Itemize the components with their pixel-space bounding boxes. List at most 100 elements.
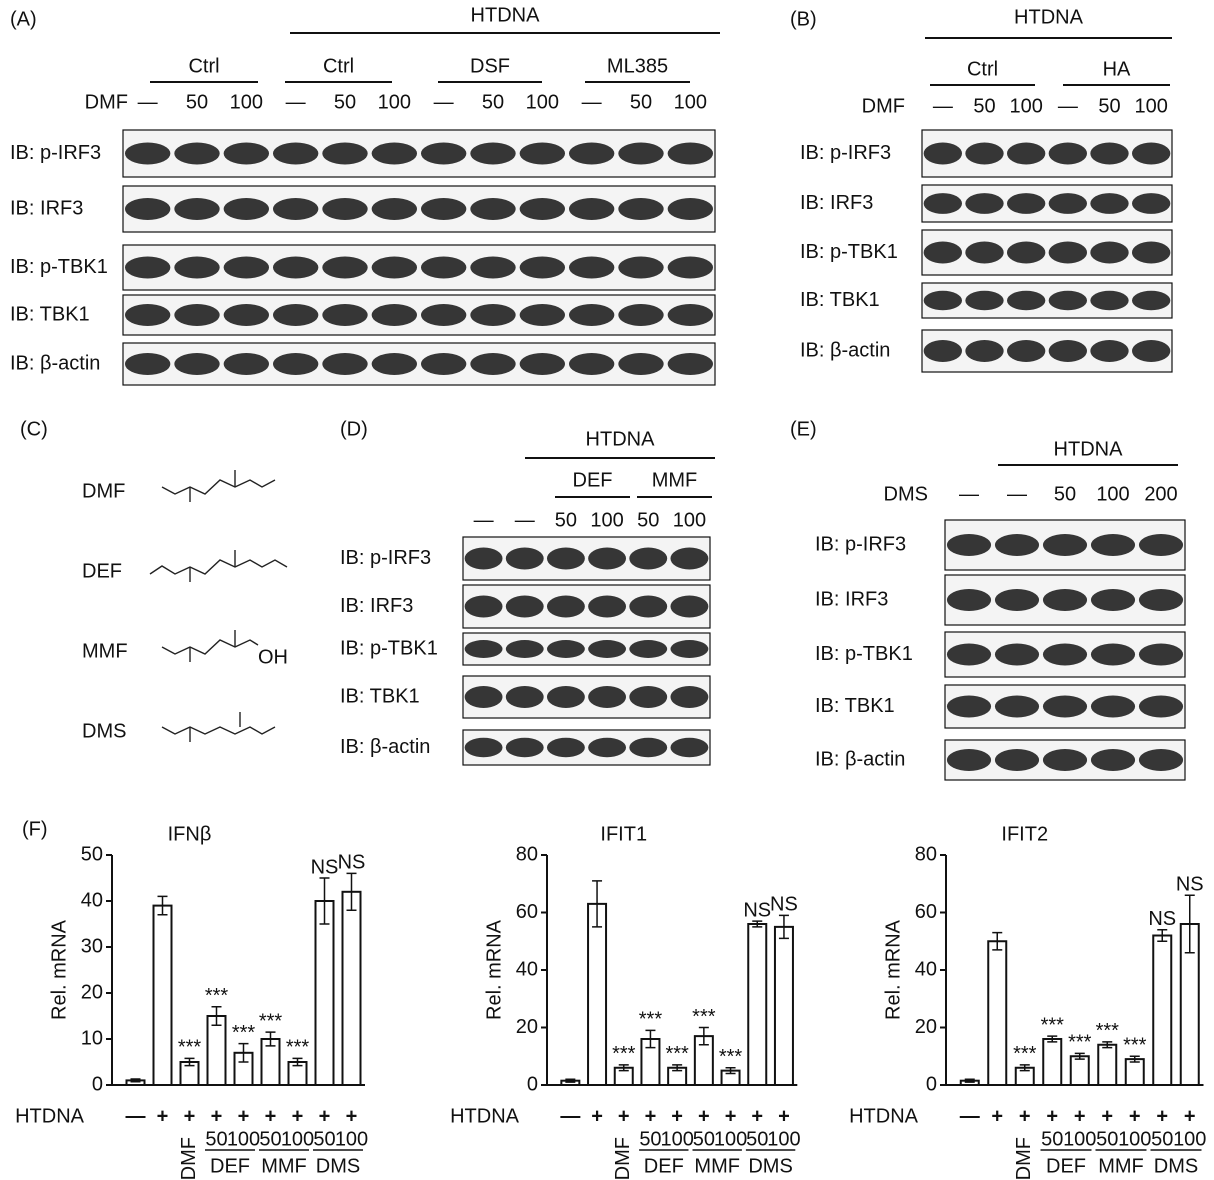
lane-label: — — [434, 91, 454, 113]
blot-band — [371, 198, 418, 220]
blot-band — [568, 198, 615, 220]
blot-band — [618, 198, 664, 220]
blot-frame — [462, 675, 711, 719]
blot-label: IB: IRF3 — [815, 588, 888, 610]
x-tick-label: + — [1156, 1105, 1168, 1127]
group-label: HTDNA — [1014, 6, 1084, 28]
significance-label: *** — [612, 1043, 636, 1065]
blot-band — [420, 198, 467, 220]
condition-label: Ctrl — [323, 55, 354, 77]
blot-band — [223, 256, 270, 279]
error-bar — [1129, 1055, 1140, 1063]
bar — [773, 925, 794, 1086]
blot-band — [322, 198, 368, 220]
error-bar — [1157, 929, 1168, 942]
group-label: DMF — [612, 1137, 634, 1180]
bar — [747, 923, 768, 1086]
condition-label: DEF — [573, 469, 613, 491]
blot-band — [124, 198, 171, 220]
dose-label: 50 — [1096, 1128, 1118, 1150]
dose-label: 100 — [1063, 1128, 1096, 1150]
error-bar — [618, 1064, 629, 1072]
compound-name: DEF — [82, 560, 122, 582]
blot-band — [1090, 643, 1136, 666]
blot-band — [1132, 241, 1171, 264]
chart-title: IFIT1 — [600, 823, 647, 845]
blot-band — [667, 353, 714, 375]
blot-band — [1138, 749, 1184, 771]
blot-band — [546, 686, 585, 708]
condition-label: HA — [1103, 58, 1131, 80]
blot-frame — [122, 129, 716, 178]
blot-band — [1090, 193, 1129, 214]
significance-label: *** — [1123, 1035, 1147, 1057]
blot-frame — [921, 184, 1173, 223]
blot-band — [588, 547, 627, 570]
blot-band — [124, 304, 171, 326]
blot-band — [322, 304, 368, 326]
y-tick-label: 0 — [527, 1073, 538, 1095]
blot-band — [1006, 340, 1046, 362]
group-label: MMF — [1098, 1155, 1144, 1177]
blot-label: IB: p-IRF3 — [340, 547, 431, 569]
group-label: DEF — [644, 1155, 684, 1177]
significance-label: *** — [1041, 1014, 1065, 1036]
blot-band — [1042, 643, 1088, 666]
lane-label: — — [933, 95, 953, 117]
bar — [1124, 1058, 1145, 1086]
y-axis-label: Rel. mRNA — [483, 919, 505, 1020]
blot-band — [670, 547, 709, 570]
error-bar — [346, 872, 357, 911]
chart-title: IFNβ — [168, 823, 212, 845]
blot-frame — [462, 536, 711, 581]
lane-label: 100 — [1096, 483, 1129, 505]
error-bar — [157, 895, 168, 916]
blot-band — [965, 142, 1004, 165]
blot-band — [670, 737, 709, 758]
lane-label: 100 — [526, 91, 559, 113]
lane-label: 50 — [186, 91, 208, 113]
dose-label: 100 — [660, 1128, 693, 1150]
blot-band — [371, 304, 418, 326]
blot-band — [546, 595, 585, 618]
x-tick-label: + — [778, 1105, 790, 1127]
blot-band — [588, 686, 627, 708]
blot-label: IB: p-IRF3 — [10, 142, 101, 164]
blot-band — [946, 695, 992, 718]
dose-label: 100 — [227, 1128, 260, 1150]
error-bar — [592, 880, 603, 928]
blot-band — [223, 142, 270, 165]
y-tick-label: 40 — [516, 958, 538, 980]
blot-frame — [921, 329, 1173, 373]
lane-label: — — [286, 91, 306, 113]
blot-band — [505, 595, 544, 618]
x-tick-label: + — [591, 1105, 603, 1127]
blot-label: IB: β-actin — [815, 748, 905, 770]
blot-band — [618, 256, 664, 279]
x-axis-label: HTDNA — [450, 1105, 520, 1127]
blot-band — [470, 256, 516, 279]
blot-band — [174, 304, 220, 326]
blot-band — [667, 256, 714, 279]
blot-band — [519, 142, 566, 165]
blot-band — [470, 142, 516, 165]
blot-frame — [462, 632, 711, 666]
significance-label: *** — [286, 1037, 310, 1059]
blot-band — [670, 640, 709, 658]
blot-band — [568, 353, 615, 375]
blot-band — [994, 695, 1040, 718]
blot-band — [923, 241, 962, 264]
x-tick-label: — — [560, 1105, 580, 1127]
x-tick-label: + — [292, 1105, 304, 1127]
blot-band — [505, 686, 544, 708]
condition-label: DSF — [470, 55, 510, 77]
panel-label: (E) — [790, 418, 817, 440]
error-bar — [778, 914, 789, 940]
blot-band — [965, 290, 1004, 311]
blot-band — [223, 304, 270, 326]
bar — [1097, 1043, 1118, 1086]
error-bar — [964, 1078, 975, 1083]
x-tick-label: + — [265, 1105, 277, 1127]
blot-band — [1090, 340, 1129, 362]
dose-label: 100 — [335, 1128, 368, 1150]
